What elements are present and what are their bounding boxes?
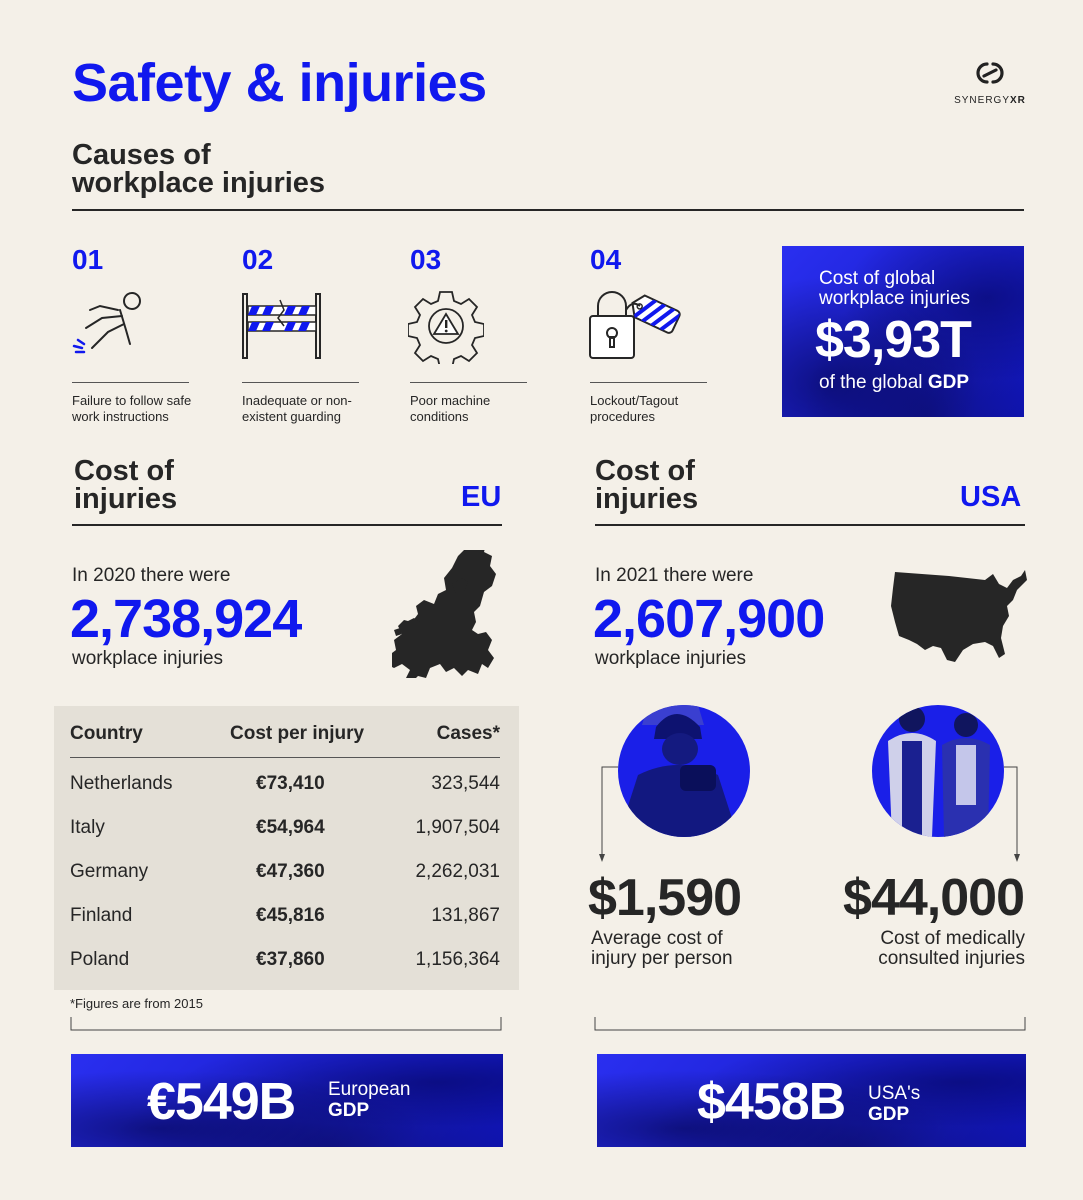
usa-gdp-value: $458B	[697, 1073, 846, 1131]
usa-avg-cost-value: $1,590	[588, 869, 742, 927]
cause-divider	[72, 382, 189, 383]
europe-map-icon	[392, 550, 496, 678]
worker-photo-circle	[618, 705, 750, 837]
cause-number: 02	[242, 244, 274, 275]
table-divider	[70, 757, 500, 758]
country-cell: Finland	[70, 905, 133, 926]
bracket-line	[594, 1017, 1026, 1031]
usa-outro: workplace injuries	[595, 648, 747, 669]
usa-gdp-label: USA's GDP	[868, 1083, 921, 1125]
eu-region-label: EU	[461, 481, 502, 513]
barrier-icon	[242, 293, 321, 359]
table-row: Poland €37,860 1,156,364	[54, 936, 519, 980]
divider	[595, 524, 1025, 526]
logo-wordmark: SYNERGYXR	[954, 95, 1026, 106]
eu-gdp-label: European GDP	[328, 1079, 411, 1121]
usa-avg-cost-label: Average cost of injury per person	[591, 928, 733, 969]
column-header: Cases*	[436, 723, 500, 744]
usa-count: 2,607,900	[593, 589, 825, 649]
eu-gdp-panel: €549B European GDP	[71, 1054, 503, 1147]
cause-text: Lockout/Tagout procedures	[590, 393, 679, 424]
cause-text: Poor machine conditions	[410, 393, 491, 424]
cases-cell: 131,867	[431, 905, 500, 926]
cost-cell: €37,860	[256, 949, 325, 970]
cause-text: Inadequate or non-existent guarding	[242, 393, 352, 424]
global-cost-value: $3,93T	[815, 311, 972, 369]
cost-cell: €73,410	[256, 773, 325, 794]
global-cost-label: Cost of global workplace injuries	[819, 268, 971, 309]
cause-text: Failure to follow safe work instructions	[72, 393, 192, 424]
global-cost-sub: of the global GDP	[819, 372, 969, 393]
column-header: Cost per injury	[230, 723, 365, 744]
synergyxr-logo: SYNERGYXR	[950, 58, 1030, 106]
table-row: Finland €45,816 131,867	[54, 892, 519, 936]
cost-cell: €54,964	[256, 817, 325, 838]
cause-divider	[242, 382, 359, 383]
usa-region-label: USA	[960, 481, 1022, 513]
cost-cell: €45,816	[256, 905, 325, 926]
doctors-photo-circle	[872, 705, 1004, 837]
usa-medical-cost-label: Cost of medically consulted injuries	[878, 928, 1025, 969]
causes-heading: Causes of workplace injuries	[72, 139, 326, 199]
country-cell: Italy	[70, 817, 105, 838]
eu-cost-table: Country Cost per injury Cases* Netherlan…	[54, 706, 519, 990]
country-cell: Netherlands	[70, 773, 173, 794]
usa-medical-cost-value: $44,000	[843, 869, 1025, 927]
table-row: Germany €47,360 2,262,031	[54, 848, 519, 892]
usa-heading: Cost of injuries	[595, 455, 699, 515]
arrow-connector	[1004, 766, 1020, 862]
country-cell: Poland	[70, 949, 130, 970]
eu-intro: In 2020 there were	[72, 565, 231, 586]
eu-heading: Cost of injuries	[74, 455, 178, 515]
worker-icon	[618, 705, 738, 837]
usa-map-icon	[891, 570, 1027, 662]
divider	[72, 209, 1024, 211]
gear-warning-icon	[408, 291, 484, 364]
usa-gdp-panel: $458B USA's GDP	[597, 1054, 1026, 1147]
arrow-connector	[599, 766, 618, 862]
table-row: Netherlands €73,410 323,544	[54, 760, 519, 804]
cost-cell: €47,360	[256, 861, 325, 882]
table-footnote: *Figures are from 2015	[70, 996, 203, 1011]
doctors-icon	[888, 706, 990, 837]
padlock-tag-icon	[589, 291, 682, 359]
global-cost-panel: Cost of global workplace injuries $3,93T …	[782, 246, 1024, 417]
logo-icon	[976, 62, 1004, 84]
bracket-line	[70, 1017, 502, 1031]
column-header: Country	[70, 723, 143, 744]
page-title: Safety & injuries	[72, 53, 487, 113]
cases-cell: 1,907,504	[415, 817, 500, 838]
cases-cell: 323,544	[431, 773, 500, 794]
cause-divider	[590, 382, 707, 383]
falling-person-icon	[72, 292, 141, 354]
eu-outro: workplace injuries	[72, 648, 224, 669]
usa-intro: In 2021 there were	[595, 565, 754, 586]
cause-number: 01	[72, 244, 104, 275]
eu-count: 2,738,924	[70, 589, 302, 649]
cause-number: 04	[590, 244, 622, 275]
divider	[72, 524, 502, 526]
country-cell: Germany	[70, 861, 149, 882]
cases-cell: 1,156,364	[415, 949, 500, 970]
cases-cell: 2,262,031	[415, 861, 500, 882]
cause-divider	[410, 382, 527, 383]
table-row: Italy €54,964 1,907,504	[54, 804, 519, 848]
cause-number: 03	[410, 244, 442, 275]
eu-gdp-value: €549B	[147, 1073, 296, 1131]
